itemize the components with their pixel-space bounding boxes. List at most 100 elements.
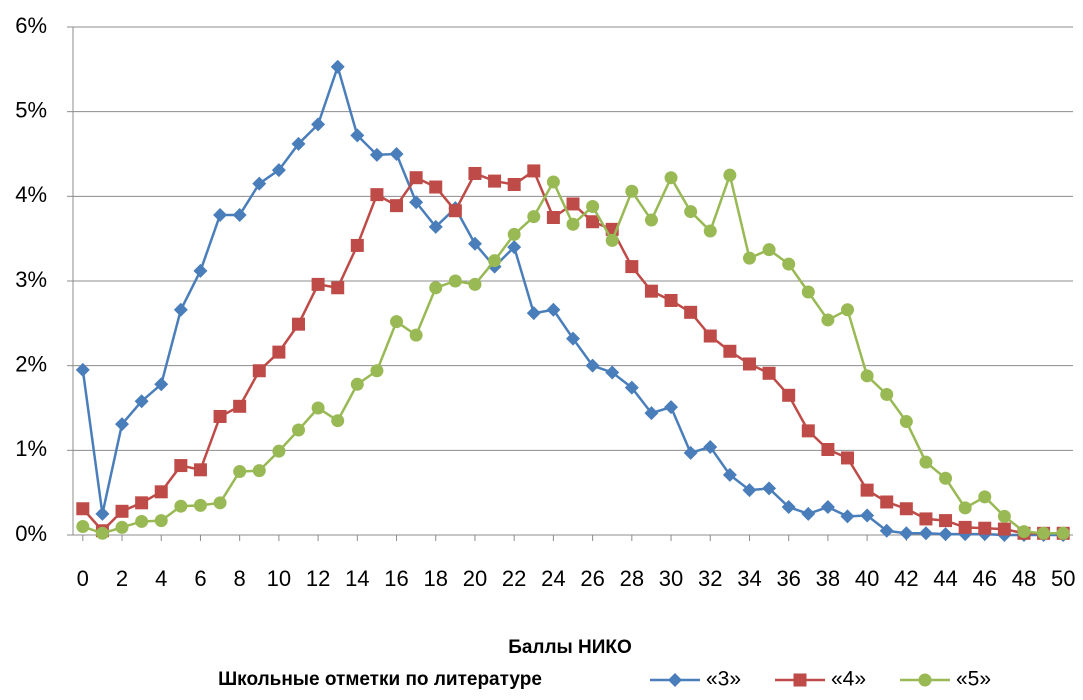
x-tick-label: 44 xyxy=(933,566,957,591)
marker xyxy=(193,463,207,477)
marker xyxy=(154,514,168,528)
marker xyxy=(331,414,345,428)
marker xyxy=(507,177,521,191)
series-line xyxy=(81,62,1064,537)
marker xyxy=(546,302,561,317)
x-tick-label: 2 xyxy=(116,566,128,591)
marker xyxy=(311,277,325,291)
marker xyxy=(272,444,286,458)
marker xyxy=(429,180,443,194)
marker xyxy=(782,257,796,271)
marker xyxy=(467,236,482,251)
marker xyxy=(428,219,443,234)
marker xyxy=(154,485,168,499)
marker xyxy=(213,207,228,222)
marker xyxy=(821,313,835,327)
marker xyxy=(390,315,404,329)
marker xyxy=(742,251,756,265)
marker xyxy=(271,163,286,178)
marker xyxy=(193,498,207,512)
marker xyxy=(703,439,718,454)
marker xyxy=(742,357,756,371)
x-tick-label: 50 xyxy=(1051,566,1075,591)
marker xyxy=(291,317,305,331)
marker xyxy=(488,174,502,188)
marker xyxy=(918,526,933,541)
marker xyxy=(664,293,678,307)
marker xyxy=(174,499,188,513)
x-tick-label: 8 xyxy=(234,566,246,591)
marker xyxy=(291,423,305,437)
marker xyxy=(586,199,600,213)
marker xyxy=(566,217,580,231)
marker xyxy=(919,512,933,526)
marker xyxy=(350,377,364,391)
x-tick-label: 26 xyxy=(580,566,604,591)
marker xyxy=(997,522,1011,536)
marker xyxy=(919,455,933,469)
marker xyxy=(409,171,423,185)
x-tick-label: 28 xyxy=(620,566,644,591)
marker xyxy=(448,204,462,218)
marker xyxy=(370,364,384,378)
marker xyxy=(76,502,90,516)
marker xyxy=(683,445,698,460)
marker xyxy=(605,233,619,247)
marker xyxy=(860,483,874,497)
marker xyxy=(232,207,247,222)
marker xyxy=(311,401,325,415)
legend-label: «4» xyxy=(831,668,866,691)
marker xyxy=(723,168,737,182)
marker xyxy=(801,424,815,438)
marker xyxy=(350,128,365,143)
x-tick-label: 20 xyxy=(463,566,487,591)
x-tick-label: 42 xyxy=(894,566,918,591)
marker xyxy=(311,117,326,132)
marker xyxy=(75,362,90,377)
marker xyxy=(939,514,953,528)
marker xyxy=(880,387,894,401)
legend-label: «5» xyxy=(956,668,991,691)
marker xyxy=(664,171,678,185)
marker xyxy=(820,500,835,515)
marker xyxy=(546,175,560,189)
marker xyxy=(1056,526,1070,540)
marker xyxy=(566,331,580,346)
marker xyxy=(507,227,521,241)
marker xyxy=(566,197,580,211)
marker xyxy=(938,527,953,542)
marker xyxy=(370,188,384,202)
marker xyxy=(233,399,247,413)
marker xyxy=(429,281,443,295)
marker xyxy=(841,451,855,465)
x-tick-label: 14 xyxy=(345,566,369,591)
marker xyxy=(213,409,227,423)
y-tick-label: 2% xyxy=(15,351,47,376)
x-tick-label: 40 xyxy=(855,566,879,591)
marker xyxy=(95,506,110,521)
marker xyxy=(625,260,639,274)
marker xyxy=(135,514,149,528)
marker xyxy=(135,496,149,510)
marker xyxy=(997,509,1011,523)
marker xyxy=(468,277,482,291)
marker xyxy=(644,284,658,298)
marker xyxy=(115,417,130,432)
marker xyxy=(958,520,972,534)
marker xyxy=(115,504,129,518)
marker xyxy=(585,358,600,373)
marker xyxy=(625,184,639,198)
marker xyxy=(781,500,796,515)
marker xyxy=(252,364,266,378)
x-tick-label: 0 xyxy=(77,566,89,591)
marker xyxy=(330,59,345,74)
marker xyxy=(527,164,541,178)
y-tick-label: 0% xyxy=(15,521,47,546)
marker xyxy=(841,303,855,317)
marker xyxy=(586,215,600,229)
marker xyxy=(291,136,306,151)
x-tick-label: 34 xyxy=(737,566,761,591)
x-tick-label: 16 xyxy=(384,566,408,591)
marker xyxy=(762,243,776,257)
